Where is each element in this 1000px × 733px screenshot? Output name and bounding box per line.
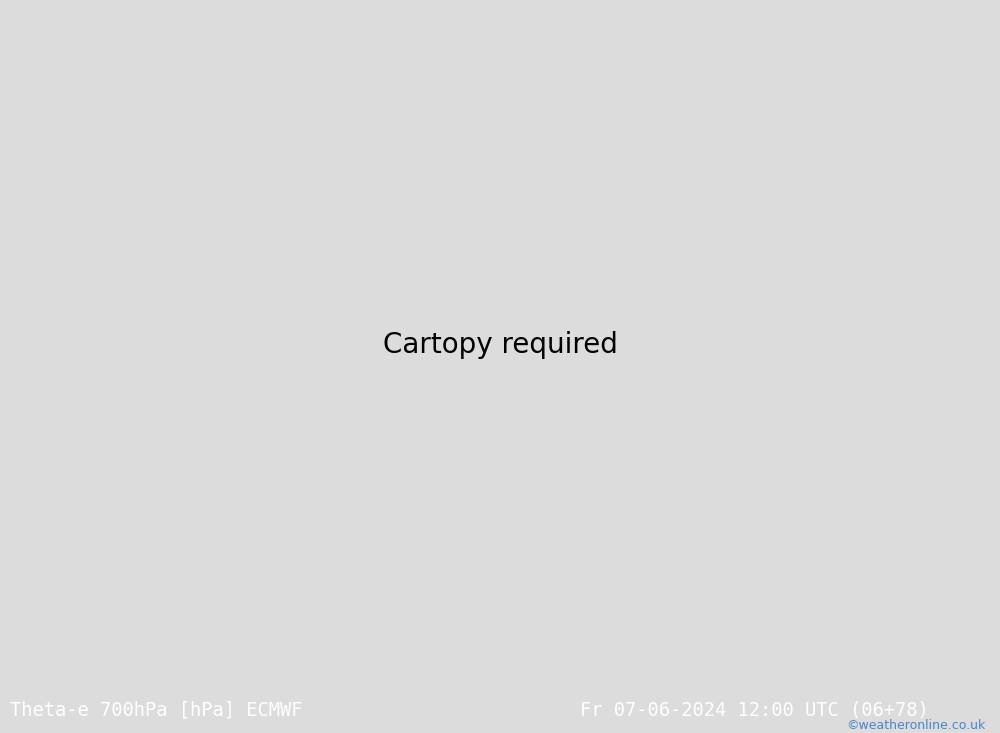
Text: Theta-e 700hPa [hPa] ECMWF: Theta-e 700hPa [hPa] ECMWF bbox=[10, 700, 302, 719]
Text: Cartopy required: Cartopy required bbox=[383, 331, 617, 359]
Text: ©weatheronline.co.uk: ©weatheronline.co.uk bbox=[846, 719, 985, 732]
Text: Fr 07-06-2024 12:00 UTC (06+78): Fr 07-06-2024 12:00 UTC (06+78) bbox=[580, 700, 929, 719]
